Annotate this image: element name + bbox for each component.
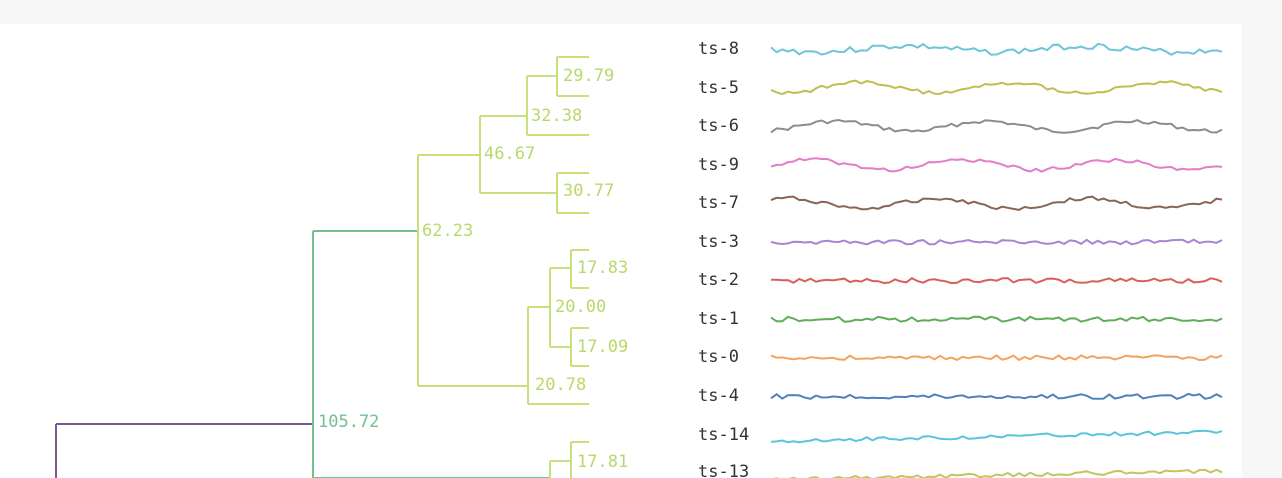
sparkline-ts-5 — [770, 79, 1223, 96]
tree-links — [55, 56, 589, 478]
node-label-32: 32.38 — [531, 106, 582, 126]
sparkline-ts-7 — [770, 195, 1223, 211]
sparkline-ts-13 — [773, 468, 1223, 478]
leaf-label-ts-9: ts-9 — [698, 155, 739, 175]
node-label-29: 29.79 — [563, 66, 614, 86]
sparkline-ts-6 — [770, 118, 1223, 134]
leaf-label-ts-1: ts-1 — [698, 309, 739, 329]
leaf-label-ts-0: ts-0 — [698, 347, 739, 367]
leaf-label-ts-3: ts-3 — [698, 232, 739, 252]
node-labels: 105.72 62.23 46.67 32.38 29.79 30.77 20.… — [318, 66, 628, 472]
sparkline-ts-2 — [770, 277, 1223, 285]
sparkline-ts-3 — [770, 238, 1223, 246]
node-label-105: 105.72 — [318, 412, 379, 432]
node-label-17b: 17.09 — [577, 337, 628, 357]
leaf-labels: ts-8 ts-5 ts-6 ts-9 ts-7 ts-3 ts-2 ts-1 … — [698, 39, 749, 478]
sparkline-ts-8 — [770, 42, 1223, 56]
node-label-46: 46.67 — [484, 144, 535, 164]
leaf-label-ts-13: ts-13 — [698, 462, 749, 478]
leaf-label-ts-5: ts-5 — [698, 78, 739, 98]
leaf-label-ts-7: ts-7 — [698, 193, 739, 213]
node-label-17c: 17.81 — [577, 452, 628, 472]
sparkline-ts-9 — [770, 157, 1223, 173]
node-label-20a: 20.00 — [555, 297, 606, 317]
leaf-label-ts-14: ts-14 — [698, 425, 749, 445]
sparkline-ts-14 — [770, 429, 1223, 444]
node-label-17a: 17.83 — [577, 258, 628, 278]
sparkline-ts-0 — [770, 354, 1223, 362]
sparkline-ts-4 — [770, 392, 1223, 401]
sparklines — [770, 42, 1223, 478]
leaf-label-ts-6: ts-6 — [698, 116, 739, 136]
leaf-label-ts-8: ts-8 — [698, 39, 739, 59]
node-label-30: 30.77 — [563, 181, 614, 201]
chart-panel: 105.72 62.23 46.67 32.38 29.79 30.77 20.… — [0, 24, 1242, 478]
leaf-label-ts-4: ts-4 — [698, 386, 739, 406]
sparkline-ts-1 — [770, 315, 1223, 323]
node-label-20b: 20.78 — [535, 375, 586, 395]
leaf-label-ts-2: ts-2 — [698, 270, 739, 290]
node-label-62: 62.23 — [422, 221, 473, 241]
dendrogram-chart: 105.72 62.23 46.67 32.38 29.79 30.77 20.… — [55, 39, 1223, 478]
